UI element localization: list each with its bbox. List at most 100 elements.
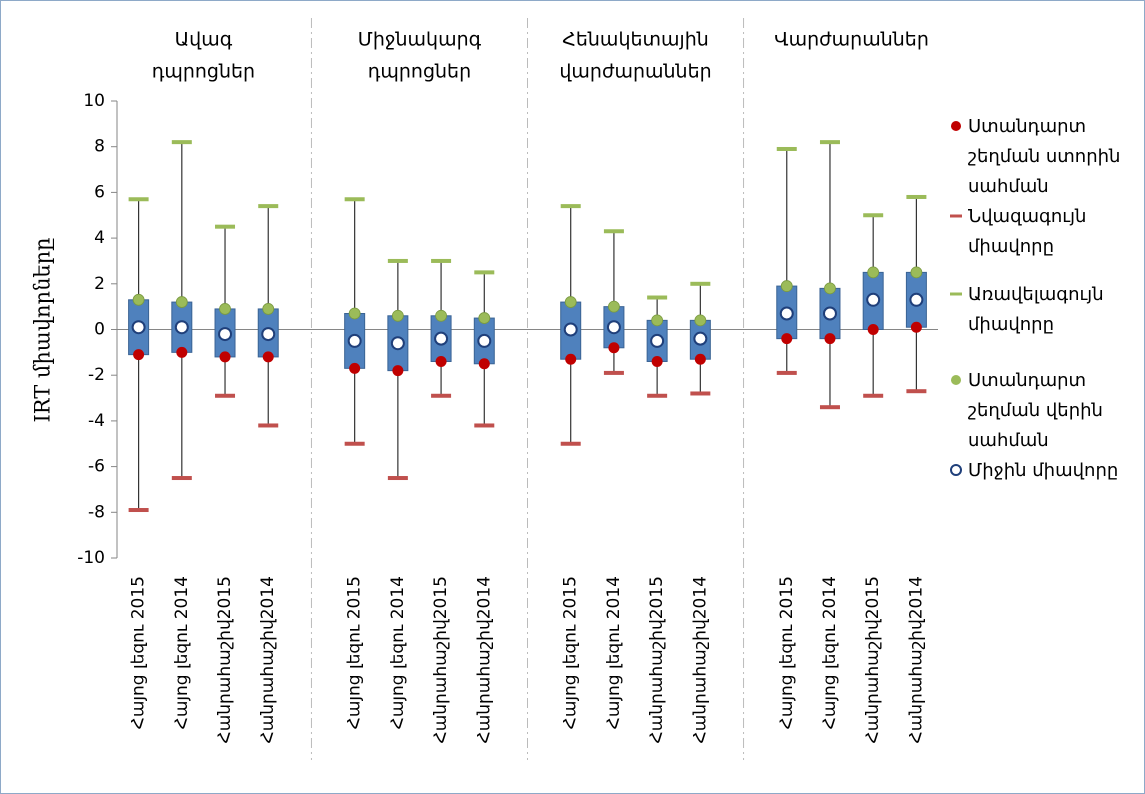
max-dash	[819, 140, 840, 145]
x-tick-label: Հանրահաշիվ2015	[215, 576, 235, 743]
sd-lower-dot	[608, 342, 620, 354]
sd-upper-dot	[867, 266, 880, 279]
min-dash	[171, 476, 192, 481]
mean-dot	[909, 292, 924, 307]
y-tick-label: -8	[88, 502, 105, 522]
y-tick-label: -6	[88, 457, 105, 477]
x-tick-label: Հայոց լեզու 2015	[129, 576, 149, 729]
y-tick-label: -4	[88, 411, 105, 431]
sd-lower-dot	[262, 351, 274, 363]
sd-lower-dot	[565, 353, 577, 365]
max-dash	[258, 204, 279, 209]
y-tick-label: -10	[77, 548, 105, 568]
y-tick-label: 0	[94, 320, 105, 340]
legend-label: Ստանդարտ շեղման ստորին սահման	[968, 116, 1121, 197]
sd-upper-dot	[132, 293, 145, 306]
sd-upper-dot	[348, 307, 361, 320]
mean-dot	[693, 331, 708, 346]
x-tick-label: Հանրահաշիվ2014	[690, 576, 710, 743]
mean-dot	[390, 336, 405, 351]
mean-dot	[563, 322, 578, 337]
mean-dot	[822, 306, 837, 321]
x-tick-label: Հանրահաշիվ2015	[863, 576, 883, 743]
x-tick-label: Հայոց լեզու 2014	[604, 576, 624, 729]
legend-label: Ստանդարտ շեղման վերին սահման	[968, 370, 1103, 451]
max-dash	[171, 140, 192, 145]
min-dash	[474, 423, 495, 428]
max-dash	[387, 258, 408, 263]
min-dash	[690, 391, 711, 396]
x-tick-label: Հանրահաշիվ2014	[474, 576, 494, 743]
max-dash	[560, 204, 581, 209]
min-dash	[258, 423, 279, 428]
x-tick-label: Հայոց լեզու 2015	[345, 576, 365, 729]
min-dash	[819, 405, 840, 410]
min-dash	[603, 370, 624, 375]
legend-label: Առավելագույն միավորը	[968, 284, 1104, 335]
legend-marker	[951, 375, 961, 385]
mean-dot	[606, 320, 621, 335]
sd-lower-dot	[176, 346, 188, 358]
sd-lower-dot	[349, 362, 361, 374]
x-tick-label: Հայոց լեզու 2015	[777, 576, 797, 729]
min-dash	[215, 393, 236, 398]
legend-marker	[950, 214, 962, 218]
group-label: Հենակետային	[562, 29, 709, 51]
legend-marker	[950, 464, 962, 476]
min-dash	[906, 389, 927, 394]
legend-entry: Միջին միավորը	[968, 460, 1118, 481]
sd-upper-dot	[435, 309, 447, 322]
sd-lower-dot	[435, 355, 447, 367]
sd-upper-dot	[262, 303, 275, 315]
sd-lower-dot	[867, 324, 879, 335]
max-dash	[344, 197, 365, 202]
max-dash	[906, 194, 927, 199]
sd-upper-dot	[478, 312, 491, 324]
mean-dot	[347, 333, 362, 348]
y-tick-label: -2	[88, 365, 105, 385]
sd-upper-dot	[694, 314, 707, 327]
min-dash	[647, 393, 668, 398]
min-dash	[431, 393, 452, 398]
sd-upper-dot	[564, 296, 577, 308]
sd-upper-dot	[391, 309, 404, 322]
group-label: Վարժարաններ	[774, 29, 929, 51]
group-label: դպրոցներ	[152, 61, 255, 83]
group-label: Միջնակարգ	[358, 29, 482, 51]
x-tick-label: Հայոց լեզու 2015	[561, 576, 581, 729]
sd-lower-dot	[781, 333, 793, 345]
x-tick-label: Հանրահաշիվ2015	[647, 576, 667, 743]
legend-entry: Նվազագույն միավորը	[968, 206, 1086, 257]
min-dash	[387, 476, 408, 481]
mean-dot	[218, 327, 233, 342]
min-dash	[344, 441, 365, 446]
max-dash	[603, 229, 624, 234]
max-dash	[690, 281, 711, 286]
y-tick-label: 10	[83, 91, 105, 111]
sd-upper-dot	[651, 314, 664, 327]
min-dash	[128, 508, 149, 513]
y-axis-label: IRT միավորները	[31, 238, 55, 423]
mean-dot	[477, 333, 492, 348]
sd-upper-dot	[219, 303, 231, 315]
sd-upper-dot	[175, 296, 188, 308]
legend-entry: Ստանդարտ շեղման ստորին սահման	[968, 116, 1121, 197]
mean-dot	[779, 306, 794, 321]
min-dash	[863, 393, 884, 398]
sd-lower-dot	[219, 351, 231, 363]
mean-dot	[261, 327, 276, 342]
max-dash	[776, 146, 797, 151]
sd-lower-dot	[133, 349, 145, 361]
mean-dot	[174, 320, 189, 335]
max-dash	[431, 258, 452, 263]
sd-lower-dot	[651, 355, 663, 367]
group-label: դպրոցներ	[368, 61, 471, 83]
max-dash	[128, 197, 149, 202]
legend-marker	[950, 292, 962, 296]
max-dash	[474, 270, 495, 275]
x-tick-label: Հանրահաշիվ2015	[431, 576, 451, 743]
sd-upper-dot	[608, 300, 620, 313]
mean-dot	[434, 331, 449, 346]
